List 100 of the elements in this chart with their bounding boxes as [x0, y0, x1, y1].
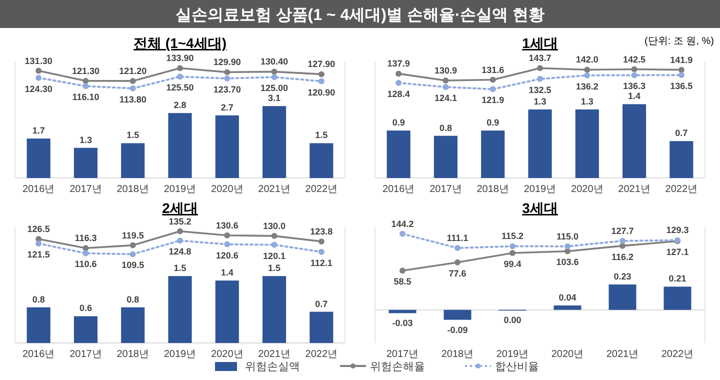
- x-tick-label: 2017년: [430, 184, 462, 195]
- data-label: 0.21: [668, 274, 686, 284]
- legend-label: 합산비율: [495, 361, 539, 373]
- point: [620, 238, 626, 244]
- data-label: 124.8: [168, 246, 192, 257]
- data-label: 130.6: [216, 220, 238, 230]
- point: [537, 76, 543, 82]
- data-label: 0.7: [675, 128, 688, 138]
- data-label: 131.6: [482, 64, 504, 75]
- point: [537, 65, 543, 72]
- data-label: 131.30: [24, 56, 52, 66]
- data-label: 99.4: [504, 259, 522, 270]
- x-tick-label: 2016년: [382, 184, 415, 195]
- bar: [168, 276, 192, 343]
- data-label: 3.1: [268, 93, 281, 104]
- point: [318, 248, 324, 255]
- bar: [386, 130, 410, 178]
- point: [318, 71, 324, 78]
- x-tick-label: 2022년: [305, 349, 338, 360]
- data-label: 116.3: [74, 233, 97, 244]
- data-label: 129.90: [213, 57, 241, 68]
- x-tick-label: 2018년: [116, 349, 149, 360]
- bar: [554, 305, 582, 310]
- data-label: 116.2: [611, 252, 634, 262]
- x-tick-label: 2022년: [661, 349, 694, 360]
- point: [36, 74, 42, 81]
- data-label: 111.1: [446, 233, 468, 244]
- data-label: 126.5: [27, 224, 50, 234]
- bar: [74, 148, 98, 178]
- point: [678, 72, 684, 78]
- x-tick-label: 2018년: [476, 184, 509, 195]
- point: [271, 232, 278, 239]
- bar: [121, 143, 145, 178]
- data-label: 0.8: [126, 294, 140, 304]
- point: [442, 84, 449, 90]
- data-label: 136.2: [576, 81, 598, 92]
- point: [130, 85, 136, 92]
- point: [510, 250, 516, 256]
- bar: [310, 143, 334, 178]
- x-tick-label: 2017년: [386, 349, 419, 360]
- chart-title: 실손의료보험 상품(1 ~ 4세대)별 손해율·손실액 현황: [175, 7, 545, 24]
- data-label: 120.6: [216, 250, 238, 260]
- data-label: 0.8: [439, 122, 452, 133]
- data-label: 124.30: [24, 84, 52, 94]
- bar: [434, 136, 458, 178]
- data-label: 125.50: [166, 82, 194, 93]
- data-label: 0.04: [558, 292, 576, 302]
- data-label: 0.00: [504, 314, 522, 325]
- data-label: 0.8: [32, 294, 45, 304]
- point: [400, 268, 406, 274]
- x-tick-label: 2021년: [618, 184, 650, 195]
- point: [224, 232, 230, 238]
- point: [271, 68, 278, 75]
- data-label: 1.5: [268, 263, 281, 274]
- data-label: 130.40: [260, 56, 288, 67]
- point: [678, 66, 684, 73]
- data-label: 128.4: [387, 88, 410, 99]
- bar: [670, 141, 694, 178]
- point: [130, 78, 136, 84]
- data-label: 1.5: [126, 130, 140, 140]
- data-label: 120.1: [263, 250, 286, 261]
- data-label: 2.7: [220, 102, 234, 112]
- chart-title: 1세대: [522, 35, 558, 51]
- point: [224, 69, 230, 76]
- data-label: 0.6: [79, 303, 92, 314]
- point: [271, 242, 278, 248]
- x-tick-label: 2016년: [22, 184, 55, 195]
- chart-title: 2세대: [162, 200, 198, 216]
- bar: [528, 109, 552, 178]
- x-tick-label: 2022년: [305, 184, 338, 195]
- chart-subtitle: 전체 (1~4세대): [134, 35, 226, 51]
- x-tick-label: 2016년: [22, 349, 55, 360]
- point: [82, 83, 89, 90]
- data-label: -0.03: [392, 318, 413, 328]
- legend-label: 위험손해율: [370, 361, 425, 373]
- data-label: 113.80: [119, 94, 146, 104]
- data-label: 129.3: [666, 225, 689, 236]
- data-label: 121.5: [27, 250, 50, 260]
- data-label: 141.9: [670, 54, 693, 65]
- bar: [575, 109, 599, 178]
- data-label: 135.2: [168, 216, 192, 226]
- x-tick-label: 2017년: [70, 184, 102, 195]
- x-tick-label: 2017년: [70, 349, 102, 360]
- data-label: 130.9: [434, 65, 457, 76]
- point: [130, 251, 136, 258]
- x-tick-label: 2019년: [164, 349, 196, 360]
- data-label: 1.3: [79, 134, 92, 145]
- x-tick-label: 2021년: [606, 349, 639, 360]
- point: [631, 66, 638, 72]
- data-label: 109.5: [122, 260, 144, 270]
- point: [36, 68, 42, 74]
- bar: [262, 276, 286, 343]
- point: [224, 75, 230, 82]
- data-label: 112.1: [310, 258, 332, 268]
- bar: [444, 310, 472, 320]
- data-label: 137.9: [387, 58, 410, 69]
- point: [82, 245, 89, 252]
- data-label: 143.7: [528, 53, 552, 64]
- data-label: 125.00: [260, 83, 288, 94]
- bar: [26, 307, 50, 343]
